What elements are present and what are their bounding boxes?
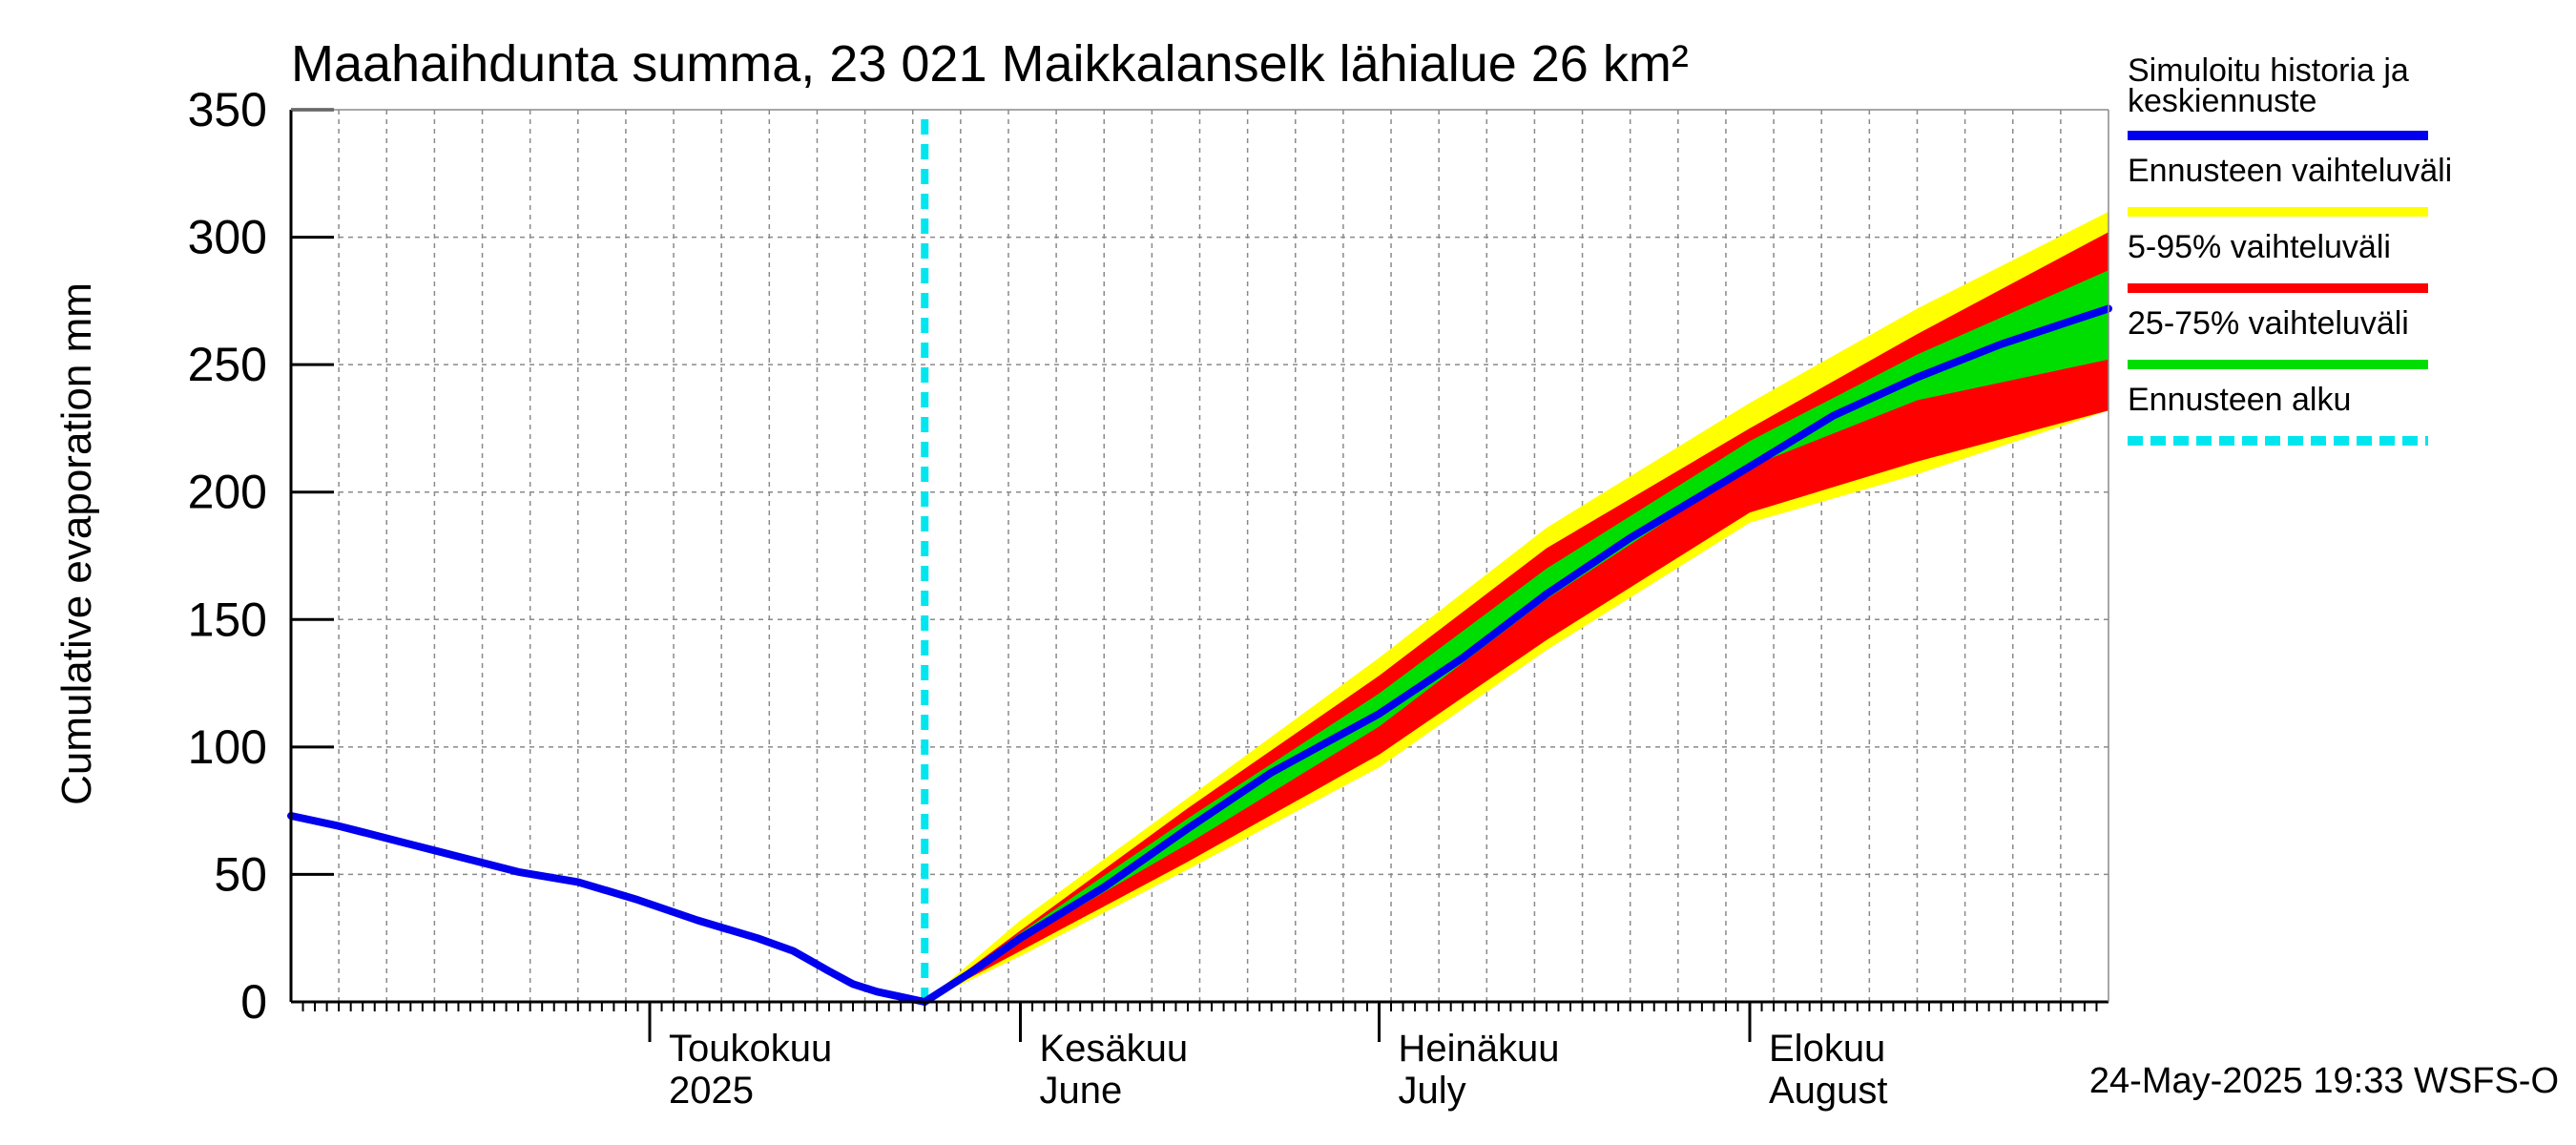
band-p25-75 bbox=[924, 270, 2109, 1002]
grid bbox=[291, 110, 2109, 1002]
x-month-sublabel: 2025 bbox=[669, 1070, 754, 1112]
y-axis-label: Cumulative evaporation mm bbox=[53, 282, 100, 805]
series-lines bbox=[287, 119, 2112, 1006]
x-month-label: Elokuu bbox=[1769, 1028, 1885, 1070]
y-tick-label: 350 bbox=[188, 83, 267, 136]
x-month-label: Toukokuu bbox=[669, 1028, 832, 1070]
y-tick-label: 0 bbox=[240, 975, 267, 1029]
x-month-sublabel: August bbox=[1769, 1070, 1888, 1112]
legend-label-4: Ennusteen alku bbox=[2128, 382, 2351, 418]
timestamp-footer: 24-May-2025 19:33 WSFS-O bbox=[2089, 1061, 2559, 1101]
legend-label-2: 5-95% vaihteluväli bbox=[2128, 229, 2391, 265]
y-tick-label: 250 bbox=[188, 338, 267, 391]
x-month-label: Heinäkuu bbox=[1398, 1028, 1559, 1070]
y-tick-label: 50 bbox=[214, 847, 267, 901]
legend-label-history-line2: keskiennuste bbox=[2128, 83, 2316, 119]
x-month-label: Kesäkuu bbox=[1040, 1028, 1189, 1070]
x-month-sublabel: June bbox=[1040, 1070, 1123, 1112]
y-tick-label: 150 bbox=[188, 593, 267, 646]
y-tick-label: 100 bbox=[188, 720, 267, 774]
legend-label-1: Ennusteen vaihteluväli bbox=[2128, 153, 2452, 189]
legend-label-3: 25-75% vaihteluväli bbox=[2128, 305, 2409, 342]
y-tick-label: 300 bbox=[188, 211, 267, 264]
x-month-sublabel: July bbox=[1398, 1070, 1465, 1112]
chart-title: Maahaihdunta summa, 23 021 Maikkalanselk… bbox=[291, 35, 1689, 93]
history-line bbox=[287, 812, 929, 1006]
legend-label-history: Simuloitu historia ja bbox=[2128, 52, 2409, 89]
median-forecast-line bbox=[921, 304, 2112, 1006]
y-tick-label: 200 bbox=[188, 466, 267, 519]
